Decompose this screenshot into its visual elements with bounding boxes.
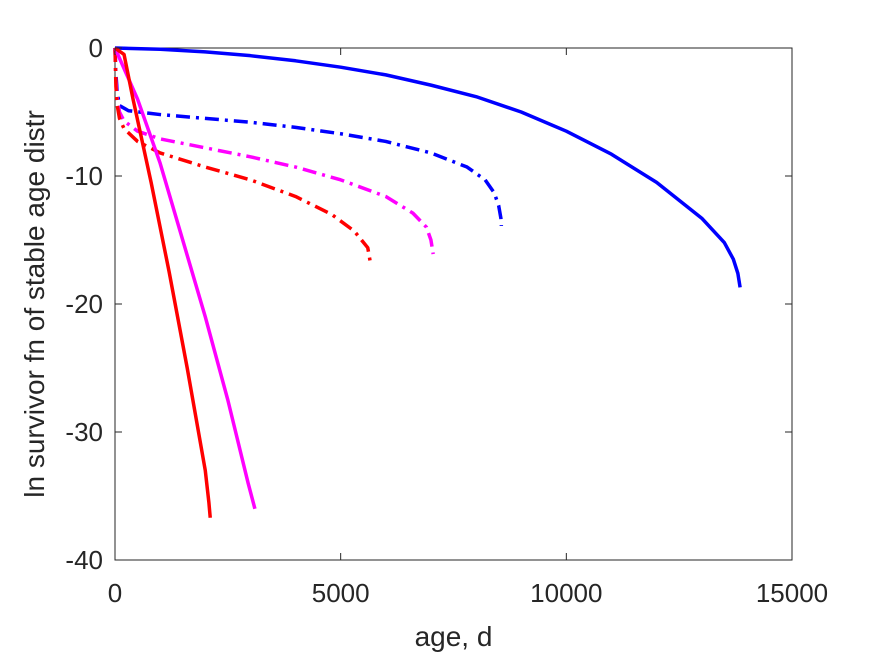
y-tick-label: -10	[65, 161, 103, 191]
x-tick-label: 10000	[530, 578, 602, 608]
x-tick-label: 15000	[756, 578, 828, 608]
y-tick-label: 0	[89, 33, 103, 63]
y-axis-label: ln survivor fn of stable age distr	[19, 110, 50, 498]
series-line-4	[113, 47, 372, 261]
x-tick-label: 0	[108, 578, 122, 608]
series-layer	[113, 46, 742, 518]
series-line-1	[114, 46, 742, 288]
y-tick-label: -20	[65, 289, 103, 319]
y-tick-label: -40	[65, 545, 103, 575]
series-line-6	[113, 46, 212, 518]
x-tick-label: 5000	[312, 578, 370, 608]
y-tick-label: -30	[65, 417, 103, 447]
plot-area	[114, 47, 793, 561]
axis-ticks: 0 5000 10000 15000 0 -10 -20 -30 -40	[65, 33, 828, 608]
x-axis-label: age, d	[415, 621, 493, 652]
series-line-3	[113, 47, 435, 255]
series-line-5	[113, 47, 257, 510]
